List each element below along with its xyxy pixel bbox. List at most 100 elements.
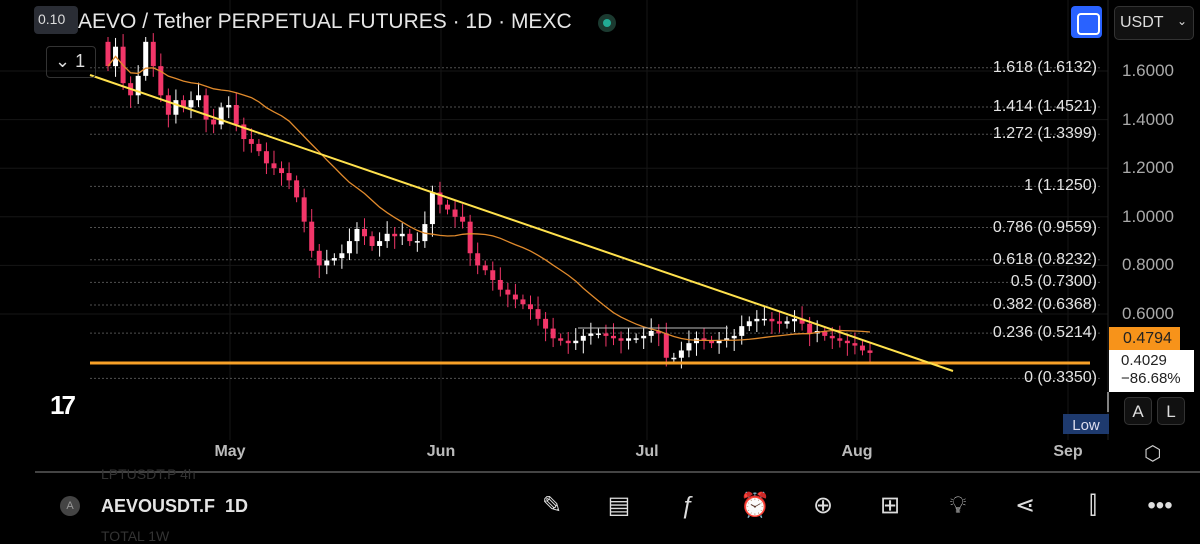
candle-body: [369, 236, 375, 246]
candle-body: [769, 318, 775, 322]
indicators-icon[interactable]: ƒ: [680, 492, 694, 519]
candle-body: [867, 350, 873, 353]
fib-label: 1 (1.1250): [1024, 177, 1097, 195]
candle-body: [218, 107, 224, 125]
candle-body: [331, 258, 337, 261]
chevron-down-icon: ⌄: [1176, 14, 1187, 28]
currency-select[interactable]: USDT ⌄: [1114, 6, 1194, 40]
candle-body: [746, 321, 752, 327]
candle-body: [248, 139, 254, 144]
symbol-interval: 1D: [225, 496, 249, 516]
layouts-icon[interactable]: ⊞: [879, 492, 901, 519]
month-jun: Jun: [426, 443, 456, 460]
candle-body: [211, 119, 217, 125]
candle-body: [580, 335, 586, 341]
candle-body: [626, 338, 632, 341]
candle-body: [633, 338, 639, 340]
candle-body: [724, 338, 730, 341]
candle-body: [256, 143, 262, 152]
price-axis-label: 1.0000: [1122, 206, 1174, 226]
candle-body: [663, 333, 669, 358]
candle-body: [709, 340, 715, 344]
candle-body: [610, 335, 616, 339]
candle-body: [731, 335, 737, 339]
candle-body: [460, 216, 466, 222]
symbol-icon: A: [60, 496, 80, 516]
candle-body: [384, 233, 390, 242]
price-axis-label: 1.4000: [1122, 109, 1174, 129]
candle-body: [279, 168, 285, 174]
candle-body: [641, 335, 647, 339]
candle-body: [543, 318, 549, 329]
candle-body: [188, 100, 194, 108]
draw-icon[interactable]: ✎: [541, 492, 563, 519]
candle-body: [324, 260, 330, 266]
fib-label: 1.414 (1.4521): [992, 97, 1097, 115]
more-icon[interactable]: •••: [1147, 492, 1173, 519]
candle-body: [301, 197, 307, 222]
watchlist-prev[interactable]: LPTUSDT.P 4h: [101, 466, 196, 482]
candle-body: [799, 318, 805, 324]
candle-body: [761, 318, 767, 321]
alert-icon[interactable]: ⏰: [740, 492, 770, 519]
candle-body: [527, 304, 533, 310]
candle-body: [776, 321, 782, 324]
settings-icon[interactable]: ⬡: [1144, 443, 1162, 465]
share-icon[interactable]: ⋖: [1014, 492, 1036, 519]
candle-body: [196, 95, 202, 101]
symbol-name: AEVOUSDT.F: [101, 496, 216, 516]
candle-body: [354, 228, 360, 242]
candle-body: [505, 289, 511, 295]
auto-scale-button[interactable]: A: [1124, 397, 1152, 425]
ideas-icon[interactable]: 💡︎: [949, 492, 967, 519]
candle-body: [520, 299, 526, 305]
candle-body: [399, 233, 405, 237]
candle-body: [754, 318, 760, 322]
candle-body: [739, 326, 745, 336]
candle-body: [309, 221, 315, 251]
candle-body: [135, 75, 141, 96]
moving-average-line: [107, 55, 871, 342]
candle-body: [392, 233, 398, 237]
currency-value: USDT: [1120, 14, 1164, 31]
market-status-icon: [598, 14, 616, 32]
crosshair-change: −86.68%: [1121, 370, 1181, 387]
candle-body: [656, 331, 662, 334]
candle-body: [497, 279, 503, 290]
chart-type-icon[interactable]: ⫿: [1089, 492, 1097, 519]
candle-body: [377, 241, 383, 246]
month-aug: Aug: [841, 443, 873, 460]
fullscreen-button[interactable]: [1071, 6, 1102, 38]
last-price-label: 0.4794: [1109, 327, 1180, 350]
candle-body: [550, 328, 556, 339]
candle-body: [294, 180, 300, 198]
add-icon[interactable]: ⊕: [812, 492, 834, 519]
current-symbol[interactable]: AEVOUSDT.F 1D: [101, 496, 248, 517]
candle-body: [452, 209, 458, 217]
candle-body: [822, 331, 828, 336]
crosshair-price-label: 0.4029 −86.68%: [1109, 350, 1194, 392]
fib-label: 0.5 (0.7300): [1010, 273, 1097, 291]
candle-body: [716, 340, 722, 344]
log-scale-button[interactable]: L: [1157, 397, 1185, 425]
indicator-collapse-button[interactable]: ⌄ 1: [46, 46, 96, 78]
candle-body: [437, 192, 443, 205]
candle-body: [339, 253, 345, 259]
candle-body: [407, 233, 413, 242]
add-note-icon[interactable]: ▤: [607, 492, 631, 519]
trend-line: [89, 74, 954, 372]
divider: [35, 471, 1200, 473]
candle-body: [603, 333, 609, 336]
candle-body: [648, 331, 654, 336]
candle-body: [490, 270, 496, 280]
candle-body: [671, 357, 677, 360]
candle-body: [105, 41, 111, 67]
fib-label: 0.382 (0.6368): [992, 296, 1097, 314]
price-chart[interactable]: [0, 0, 1200, 470]
candle-body: [573, 340, 579, 344]
watchlist-next[interactable]: TOTAL 1W: [101, 528, 170, 544]
indicator-count: 1: [75, 51, 86, 71]
candle-body: [263, 151, 269, 164]
candle-body: [595, 333, 601, 335]
candle-body: [535, 309, 541, 319]
